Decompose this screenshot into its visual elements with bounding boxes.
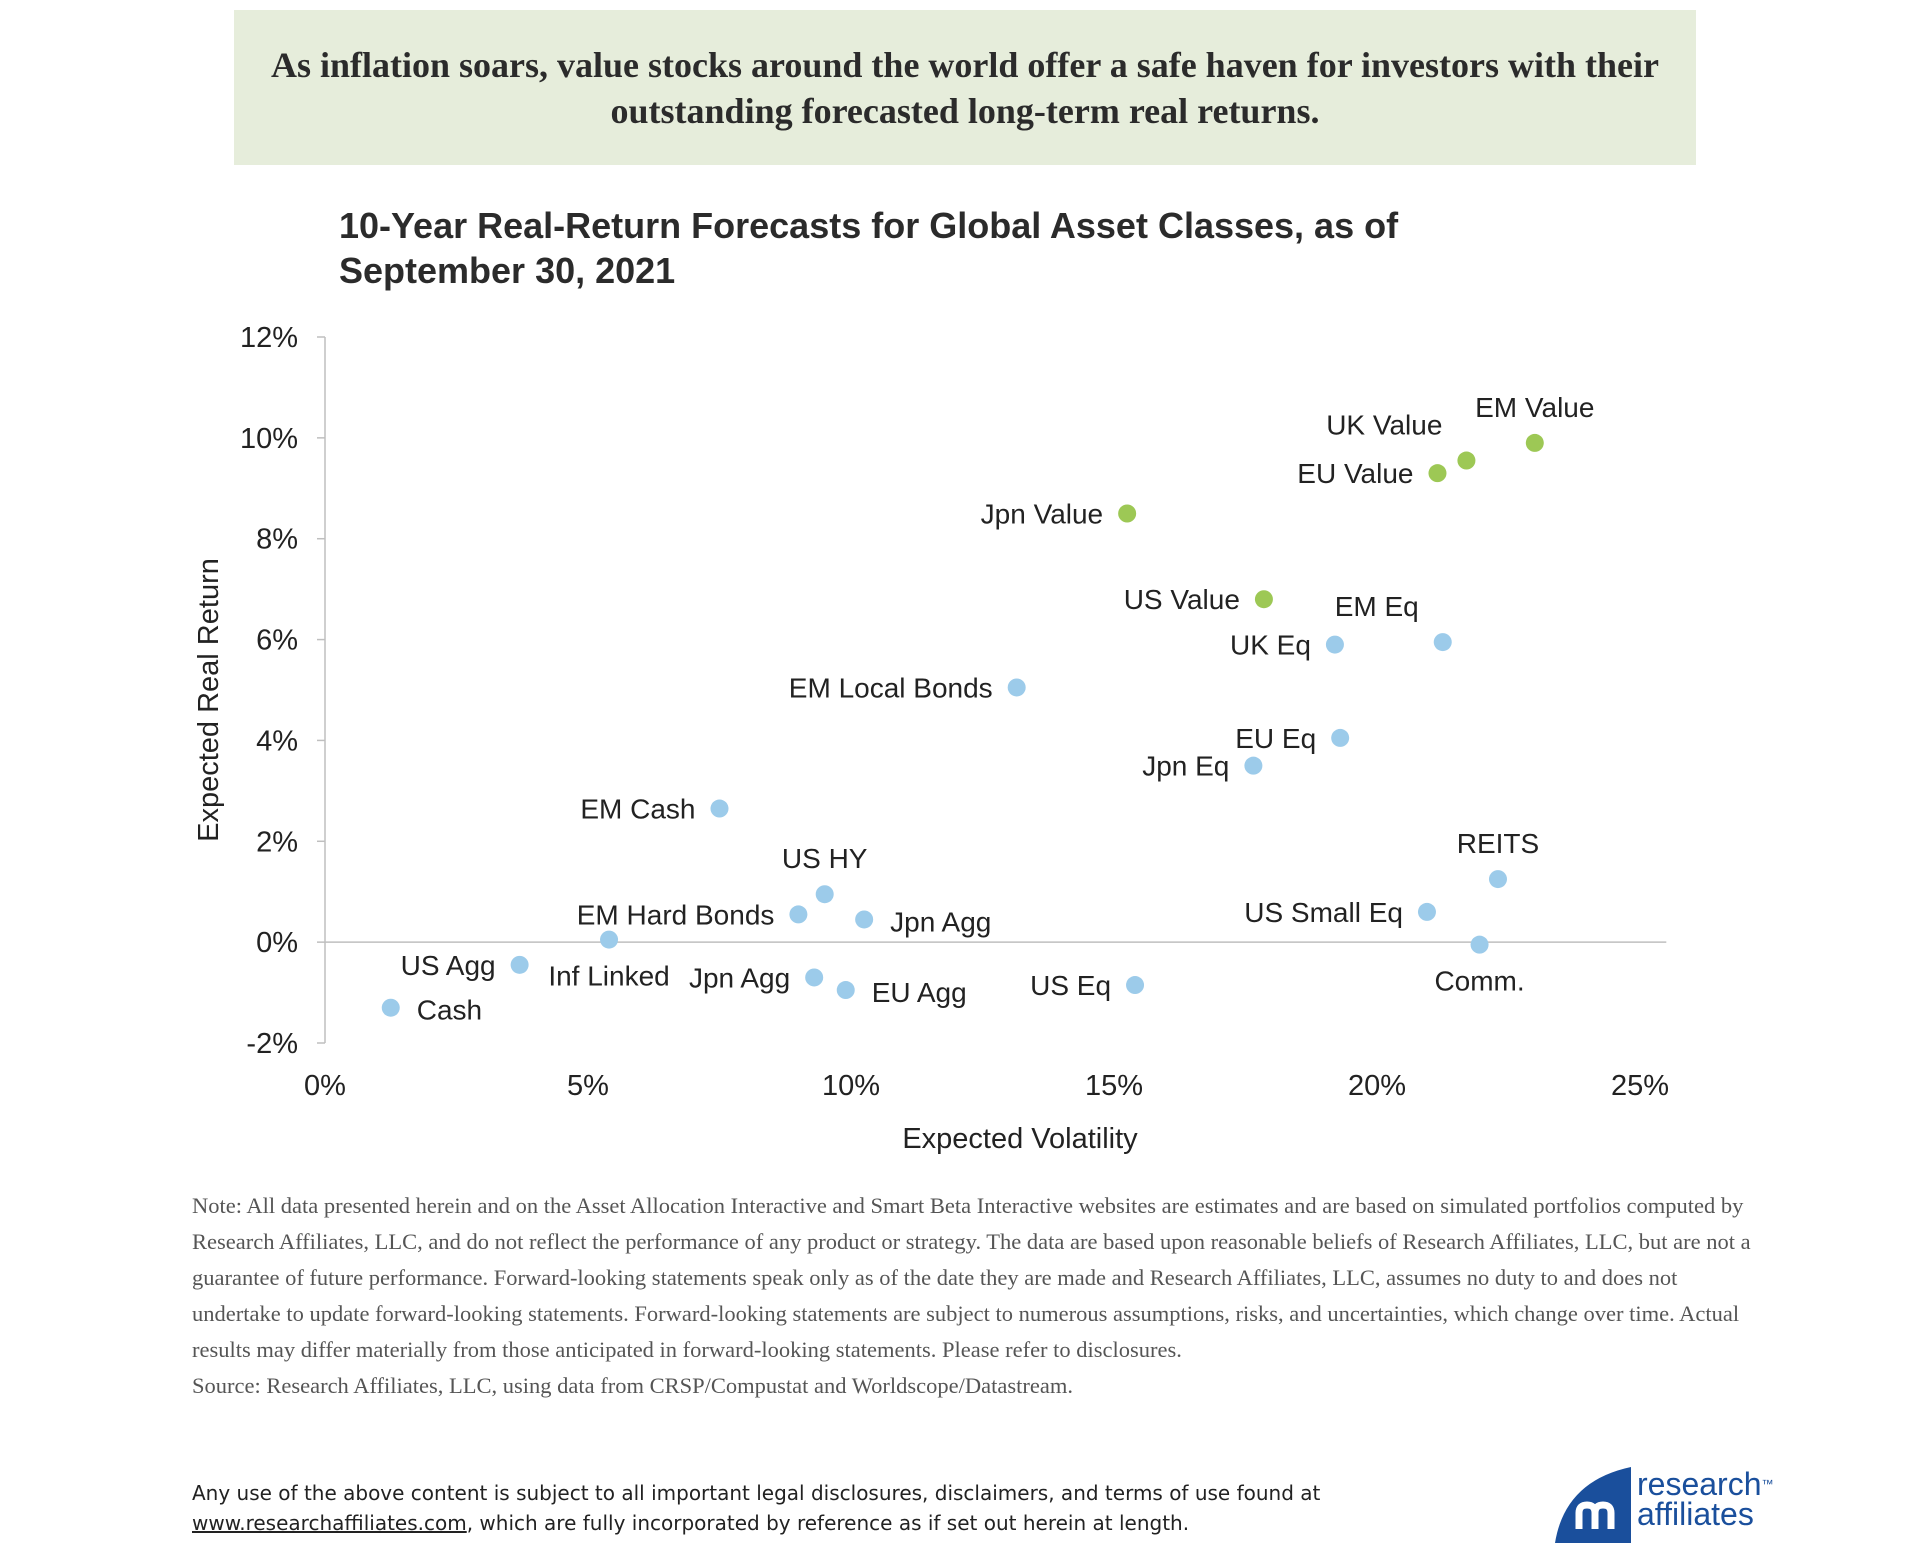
x-tick-label: 15%: [1085, 1070, 1143, 1102]
data-point-label: Jpn Value: [981, 499, 1103, 530]
data-point-label: EU Value: [1297, 458, 1413, 489]
data-point-label: Jpn Agg: [689, 962, 790, 993]
data-point-label: US HY: [782, 843, 868, 874]
data-point: [1331, 728, 1350, 747]
data-point-label: US Small Eq: [1244, 897, 1403, 928]
x-tick-label: 25%: [1611, 1070, 1669, 1102]
y-tick-label: 12%: [240, 322, 298, 354]
legal-disclaimer: Any use of the above content is subject …: [192, 1478, 1392, 1538]
x-axis-label: Expected Volatility: [902, 1123, 1138, 1155]
chart-point-labels: EM Value UK Value EU Value Jpn Value US Valu…: [401, 392, 1595, 1026]
headline-text: As inflation soars, value stocks around …: [271, 44, 1659, 131]
data-point: [600, 930, 619, 949]
data-point-label: EM Value: [1475, 392, 1594, 423]
x-tick-label: 5%: [567, 1070, 609, 1102]
y-tick-label: 8%: [256, 524, 298, 556]
scatter-chart: -2%0%2%4%6%8%10%12%0% 5% 10% 15% 20% 25% EM V…: [193, 322, 1669, 1155]
y-tick-label: 6%: [256, 625, 298, 657]
data-point-label: EU Eq: [1235, 723, 1316, 754]
data-point: [1244, 756, 1263, 775]
chart-axes: -2%0%2%4%6%8%10%12%0% 5% 10% 15% 20% 25%: [240, 322, 1669, 1102]
legal-line-2: www.researchaffiliates.com, which are fu…: [192, 1508, 1392, 1538]
research-affiliates-logo: research™ affiliates: [1555, 1465, 1775, 1545]
chart-title: 10-Year Real-Return Forecasts for Global…: [339, 205, 1399, 291]
y-tick-label: 10%: [240, 423, 298, 455]
data-point: [510, 955, 529, 974]
data-point-label: US Value: [1124, 584, 1240, 615]
data-point: [1254, 590, 1273, 609]
data-point-label: Jpn Agg: [890, 906, 991, 937]
chart-note: Note: All data presented herein and on t…: [192, 1188, 1752, 1404]
data-point: [805, 968, 824, 987]
data-point: [1470, 935, 1489, 954]
data-point: [1325, 635, 1344, 654]
data-point: [789, 905, 808, 924]
data-point: [1433, 633, 1452, 652]
logo-text-line-2: affiliates: [1637, 1496, 1754, 1532]
data-point: [836, 981, 855, 1000]
data-point-label: UK Eq: [1230, 630, 1311, 661]
logo-trademark: ™: [1761, 1477, 1774, 1491]
data-point-label: EM Eq: [1335, 591, 1419, 622]
data-point: [710, 799, 729, 818]
data-point-label: Jpn Eq: [1142, 751, 1229, 782]
data-point-label: EM Cash: [580, 794, 695, 825]
data-point-label: EM Local Bonds: [789, 672, 993, 703]
data-point: [381, 998, 400, 1017]
y-tick-label: -2%: [246, 1028, 298, 1060]
data-point: [1525, 433, 1544, 452]
data-point-label: EM Hard Bonds: [577, 899, 775, 930]
x-tick-label: 20%: [1348, 1070, 1406, 1102]
legal-line-2-rest: , which are fully incorporated by refere…: [466, 1511, 1190, 1535]
y-tick-label: 4%: [256, 725, 298, 757]
chart-points: [381, 433, 1544, 1017]
data-point-label: REITS: [1457, 828, 1539, 859]
data-point-label: UK Value: [1326, 410, 1442, 441]
data-point-label: Comm.: [1434, 966, 1524, 997]
x-tick-label: 10%: [822, 1070, 880, 1102]
data-point: [1417, 902, 1436, 921]
data-point: [1428, 464, 1447, 483]
legal-line-1: Any use of the above content is subject …: [192, 1481, 1321, 1505]
data-point: [1488, 870, 1507, 889]
data-point-label: Cash: [417, 995, 482, 1026]
website-link[interactable]: www.researchaffiliates.com: [192, 1511, 467, 1535]
y-tick-label: 0%: [256, 927, 298, 959]
data-point-label: US Eq: [1030, 970, 1111, 1001]
y-tick-label: 2%: [256, 826, 298, 858]
data-point: [815, 885, 834, 904]
logo-wordmark: research™ affiliates: [1637, 1466, 1774, 1532]
source-text: Source: Research Affiliates, LLC, using …: [192, 1373, 1073, 1398]
logo-text-line-1: research: [1637, 1466, 1762, 1502]
x-tick-label: 0%: [304, 1070, 346, 1102]
y-axis-label: Expected Real Return: [193, 558, 225, 842]
data-point: [855, 910, 874, 929]
note-text: Note: All data presented herein and on t…: [192, 1193, 1751, 1362]
data-point: [1457, 451, 1476, 470]
data-point-label: US Agg: [401, 950, 496, 981]
research-affiliates-logo-icon: [1555, 1467, 1631, 1543]
data-point: [1118, 504, 1137, 523]
data-point-label: Inf Linked: [548, 961, 669, 992]
headline-banner: As inflation soars, value stocks around …: [234, 10, 1696, 165]
data-point-label: EU Agg: [872, 977, 967, 1008]
data-point: [1126, 976, 1145, 995]
data-point: [1007, 678, 1026, 697]
